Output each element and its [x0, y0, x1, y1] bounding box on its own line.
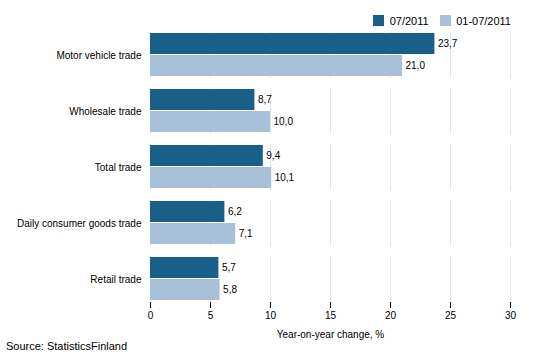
svg-text:0: 0 [148, 310, 154, 321]
svg-text:5: 5 [208, 310, 214, 321]
svg-text:Total trade: Total trade [95, 162, 142, 173]
html-text:07/2011: 07/2011 [389, 14, 429, 27]
svg-text:30: 30 [505, 310, 517, 321]
svg-text:20: 20 [385, 310, 397, 321]
html-text:01-07/2011: 01-07/2011 [456, 14, 511, 27]
html-text:Source: StatisticsFinland: Source: StatisticsFinland [6, 340, 128, 352]
svg-text:10,1: 10,1 [275, 172, 295, 183]
svg-text:8,7: 8,7 [258, 94, 272, 105]
svg-text:5,8: 5,8 [223, 284, 237, 295]
svg-text:10,0: 10,0 [274, 116, 294, 127]
svg-text:Daily consumer goods trade: Daily consumer goods trade [17, 218, 142, 229]
svg-text:7,1: 7,1 [239, 228, 253, 239]
svg-text:Wholesale trade: Wholesale trade [69, 106, 142, 117]
svg-text:5,7: 5,7 [222, 262, 236, 273]
svg-text:6,2: 6,2 [228, 206, 242, 217]
svg-text:Retail trade: Retail trade [90, 274, 142, 285]
svg-text:23,7: 23,7 [438, 38, 458, 49]
svg-text:15: 15 [325, 310, 337, 321]
svg-text:10: 10 [265, 310, 277, 321]
svg-text:Year-on-year change, %: Year-on-year change, % [277, 329, 385, 340]
svg-text:Motor vehicle trade: Motor vehicle trade [56, 50, 141, 61]
svg-text:9,4: 9,4 [266, 150, 280, 161]
svg-text:21,0: 21,0 [406, 60, 426, 71]
svg-text:25: 25 [445, 310, 457, 321]
